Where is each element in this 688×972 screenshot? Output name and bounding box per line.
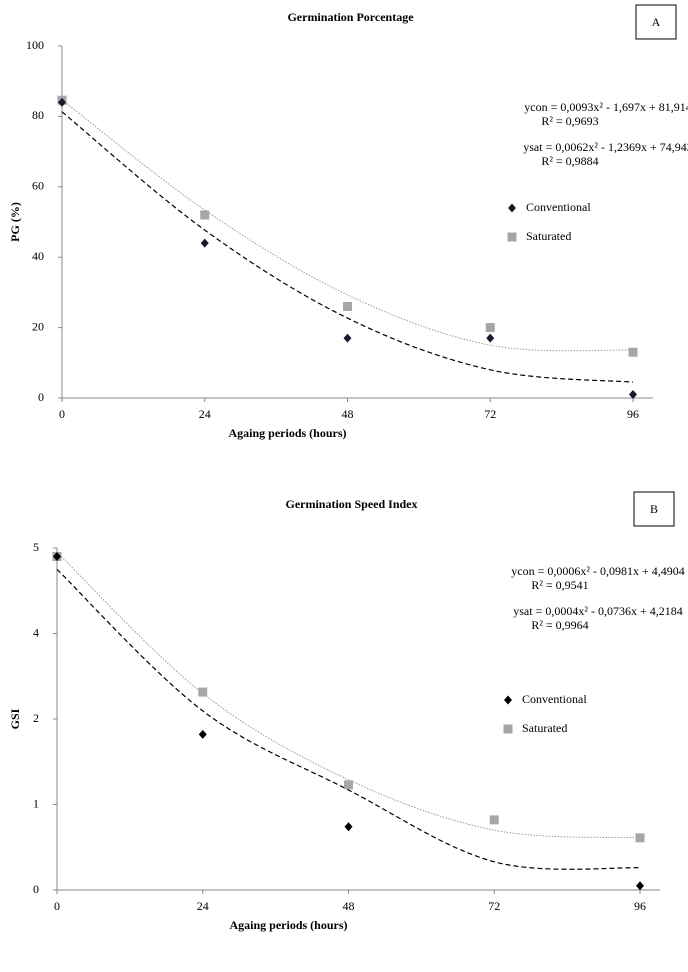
equation: ycon = 0,0093x² - 1,697x + 81,914 [524,100,688,114]
x-tick-label: 0 [59,407,65,421]
point [486,333,495,343]
point [198,729,207,739]
equation: R² = 0,9964 [531,618,588,632]
legend-marker [504,695,512,705]
legend-marker [508,203,516,213]
chart-title: Germination Speed Index [285,497,417,511]
y-tick-label: 4 [33,625,39,639]
x-tick-label: 96 [634,899,646,913]
point [200,238,209,248]
chart-title: Germination Porcentage [287,10,414,24]
point [344,822,353,832]
y-tick-label: 5 [33,540,39,554]
point [636,881,644,891]
x-tick-label: 72 [488,899,500,913]
equation: ysat = 0,0004x² - 0,0736x + 4,2184 [513,604,682,618]
point [629,389,637,399]
panel-label: B [650,502,658,516]
point [343,333,352,343]
point [198,687,208,697]
y-axis-label: PG (%) [8,202,22,242]
equation: R² = 0,9541 [531,578,588,592]
y-tick-label: 0 [33,882,39,896]
x-tick-label: 0 [54,899,60,913]
y-tick-label: 80 [32,108,44,122]
x-axis-label: Againg periods (hours) [228,426,346,440]
y-tick-label: 0 [38,390,44,404]
y-tick-label: 2 [33,711,39,725]
chart: 0 20 40 60 80 100 0 24 48 72 96 Germination Porcent… [8,4,688,440]
point [635,833,645,843]
legend-marker [507,232,517,242]
point [628,347,638,357]
equation: R² = 0,9884 [541,154,598,168]
y-axis-label: GSI [8,708,22,729]
trend-line [61,99,634,352]
point [344,780,353,790]
trend-line [61,111,634,383]
y-tick-label: 20 [32,319,44,333]
y-tick-label: 60 [32,179,44,193]
point [200,210,210,220]
point [485,323,495,333]
x-tick-label: 24 [199,407,211,421]
panel-box [635,4,677,40]
x-tick-label: 96 [627,407,639,421]
panel-label: A [652,15,661,29]
y-tick-label: 40 [32,249,44,263]
x-tick-label: 24 [197,899,209,913]
legend-label: Conventional [526,200,591,214]
equation: ycon = 0,0006x² - 0,0981x + 4,4904 [511,564,684,578]
legend-marker [503,724,513,734]
x-axis-label: Againg periods (hours) [229,918,347,932]
panel-box [633,491,675,527]
point [343,301,352,311]
legend-label: Saturated [526,229,571,243]
y-tick-label: 100 [26,38,44,52]
trend-line [56,551,641,839]
point [58,97,66,107]
y-tick-label: 1 [33,796,39,810]
point [489,815,499,825]
point [53,552,61,562]
equation: ysat = 0,0062x² - 1,2369x + 74,943 [523,140,688,154]
x-tick-label: 72 [484,407,496,421]
trend-line [56,568,641,870]
x-tick-label: 48 [343,899,355,913]
legend-label: Saturated [522,721,567,735]
equation: R² = 0,9693 [541,114,598,128]
legend-label: Conventional [522,692,587,706]
x-tick-label: 48 [342,407,354,421]
